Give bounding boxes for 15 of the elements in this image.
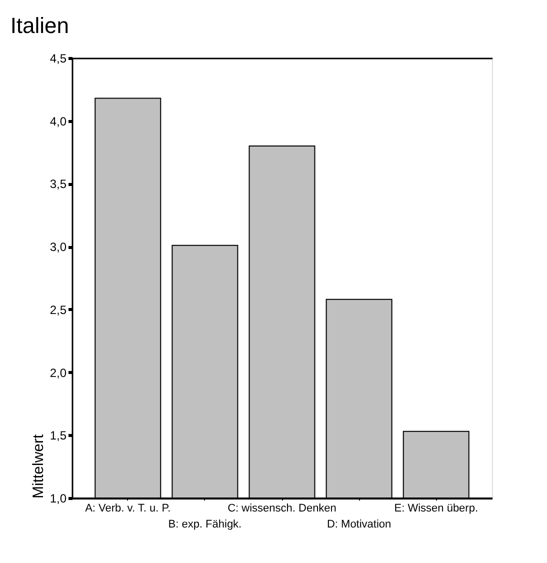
y-tick-label: 4,0: [50, 114, 67, 128]
y-tick-label: 2,0: [50, 366, 67, 380]
y-tick-label: 3,0: [50, 240, 67, 254]
x-tick-label: D: Motivation: [326, 518, 392, 530]
x-tick-label: C: wissensch. Denken: [228, 502, 336, 514]
chart-title: Italien: [10, 13, 70, 38]
x-tick-label: A: Verb. v. T. u. P.: [85, 502, 171, 514]
y-tick-label: 3,5: [50, 177, 67, 192]
y-tick-label: 4,5: [50, 52, 67, 66]
y-tick-label: 1,5: [50, 428, 67, 443]
y-tick-label: 1,0: [50, 492, 67, 506]
x-tick-label: E: Wissen überp.: [394, 502, 478, 514]
y-tick-label: 2,5: [50, 302, 67, 317]
y-axis-title: Mittelwert: [30, 433, 47, 498]
x-tick-label: B: exp. Fähigk.: [168, 518, 242, 530]
